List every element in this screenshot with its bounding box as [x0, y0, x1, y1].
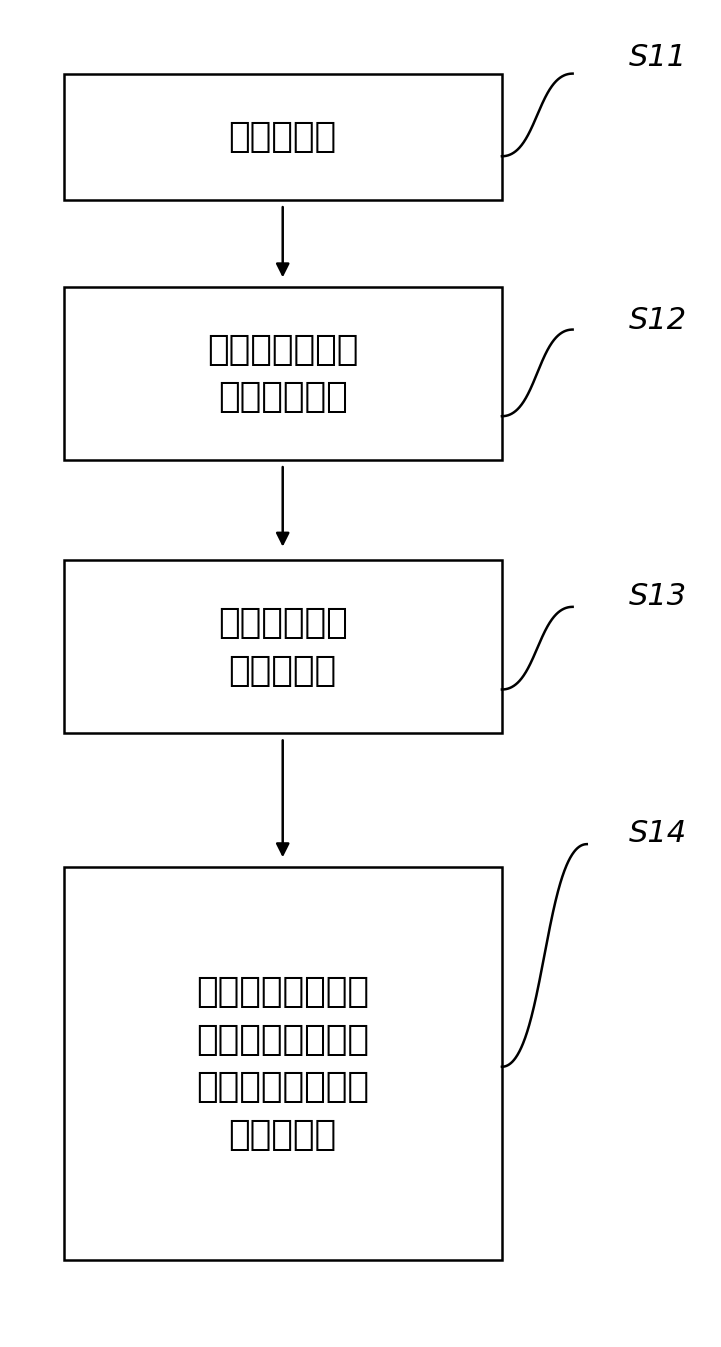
Bar — [63, 867, 502, 1259]
Text: 验证身份信息，
取得用户数据: 验证身份信息， 取得用户数据 — [207, 333, 358, 415]
Text: S11: S11 — [629, 43, 687, 73]
Bar — [63, 74, 502, 201]
Text: S14: S14 — [629, 819, 687, 849]
Bar — [63, 287, 502, 461]
Text: S13: S13 — [629, 582, 687, 610]
Text: 对参数集进行个体
调整后输出或直接
将所述参数集输出
到光照装置: 对参数集进行个体 调整后输出或直接 将所述参数集输出 到光照装置 — [196, 975, 369, 1152]
Bar — [63, 560, 502, 734]
Text: 登录服务器: 登录服务器 — [229, 120, 337, 154]
Text: 选择参数集类
型和参数集: 选择参数集类 型和参数集 — [218, 606, 348, 687]
Text: S12: S12 — [629, 306, 687, 334]
